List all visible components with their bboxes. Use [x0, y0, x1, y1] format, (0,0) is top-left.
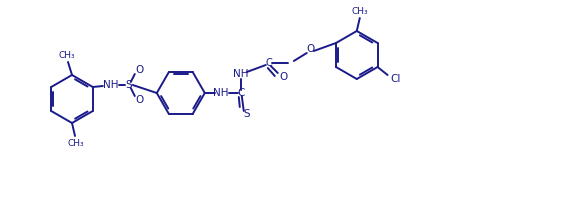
Text: C: C	[265, 58, 272, 68]
Text: O: O	[136, 65, 144, 75]
Text: NH: NH	[103, 80, 119, 90]
Text: S: S	[125, 80, 132, 90]
Text: O: O	[307, 44, 315, 54]
Text: O: O	[280, 72, 288, 82]
Text: CH₃: CH₃	[352, 6, 368, 16]
Text: Cl: Cl	[391, 74, 401, 84]
Text: NH: NH	[213, 88, 229, 98]
Text: O: O	[136, 95, 144, 105]
Text: S: S	[243, 109, 250, 119]
Text: CH₃: CH₃	[67, 139, 84, 147]
Text: C: C	[237, 88, 244, 98]
Text: NH: NH	[233, 69, 248, 79]
Text: CH₃: CH₃	[59, 50, 75, 60]
